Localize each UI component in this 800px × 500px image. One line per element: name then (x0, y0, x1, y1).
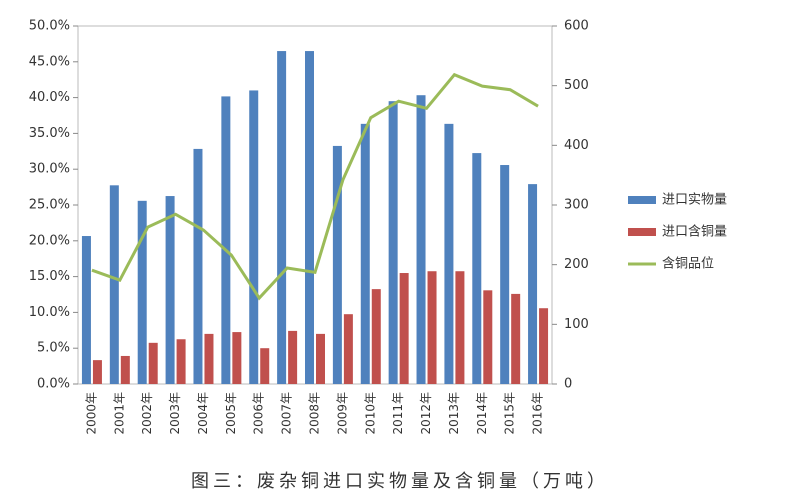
bar (472, 153, 482, 384)
bar (148, 342, 158, 384)
bar (528, 184, 538, 384)
bar (427, 271, 437, 384)
bar (120, 355, 130, 384)
bar (176, 339, 186, 384)
y-tick-label: 0.0% (37, 377, 70, 392)
x-tick-label: 2010年 (363, 392, 377, 435)
y-tick-label: 5.0% (37, 341, 70, 356)
x-tick-label: 2005年 (224, 392, 238, 435)
legend-label: 进口含铜量 (662, 224, 727, 240)
x-tick-label: 2007年 (280, 392, 294, 435)
y-tick-label: 35.0% (29, 126, 70, 141)
legend-label: 含铜品位 (662, 256, 714, 272)
bar (444, 123, 454, 384)
x-tick-label: 2014年 (475, 392, 489, 435)
bar (81, 236, 91, 384)
bar (277, 51, 287, 385)
y2-tick-label: 500 (564, 78, 589, 93)
x-tick-label: 2016年 (531, 392, 545, 435)
bar (137, 200, 147, 384)
y-tick-label: 45.0% (29, 54, 70, 69)
line (91, 72, 539, 301)
bar (232, 332, 242, 384)
y2-tick-label: 400 (564, 138, 589, 153)
bar (360, 123, 370, 384)
x-tick-label: 2012年 (419, 392, 433, 435)
legend-swatch (628, 228, 656, 236)
bar (109, 185, 119, 384)
y2-tick-label: 200 (564, 257, 589, 272)
y-tick-label: 10.0% (29, 305, 70, 320)
y-tick-label: 50.0% (29, 19, 70, 34)
bar (500, 165, 510, 384)
bar (249, 90, 259, 384)
bar (92, 360, 102, 384)
bar (343, 314, 353, 384)
y-tick-label: 40.0% (29, 90, 70, 105)
y-tick-label: 20.0% (29, 233, 70, 248)
bar (305, 51, 314, 385)
legend-swatch (628, 196, 656, 204)
bar (165, 196, 175, 384)
x-tick-label: 2001年 (112, 392, 126, 435)
bar (511, 293, 521, 384)
x-tick-label: 2004年 (196, 392, 210, 435)
bar (204, 333, 214, 384)
bar (371, 289, 381, 384)
bar (455, 271, 465, 384)
bar (332, 145, 342, 384)
x-tick-label: 2002年 (140, 392, 154, 435)
y2-tick-label: 300 (564, 198, 589, 213)
bar (388, 101, 398, 385)
x-tick-label: 2015年 (503, 392, 517, 435)
bar (316, 333, 325, 384)
x-tick-label: 2013年 (447, 392, 461, 435)
x-tick-label: 2000年 (84, 392, 98, 435)
x-tick-label: 2003年 (168, 392, 182, 435)
bar (193, 148, 203, 384)
y-tick-label: 25.0% (29, 198, 70, 213)
bar (483, 290, 493, 384)
y2-tick-label: 100 (564, 317, 589, 332)
x-tick-label: 2011年 (391, 392, 405, 435)
x-tick-label: 2009年 (335, 392, 349, 435)
bar (288, 330, 298, 384)
bar (416, 95, 426, 385)
bar (399, 273, 409, 384)
caption: 图三：废杂铜进口实物量及含铜量（万吨） (191, 471, 609, 492)
x-tick-label: 2008年 (308, 392, 322, 435)
y2-tick-label: 600 (564, 19, 589, 34)
bar (539, 308, 549, 384)
bar (221, 96, 231, 384)
bar (260, 348, 270, 384)
legend-label: 进口实物量 (662, 193, 727, 208)
y-tick-label: 30.0% (29, 162, 70, 177)
x-tick-label: 2006年 (252, 392, 266, 435)
y-tick-label: 15.0% (29, 269, 70, 284)
y2-tick-label: 0 (564, 377, 572, 392)
